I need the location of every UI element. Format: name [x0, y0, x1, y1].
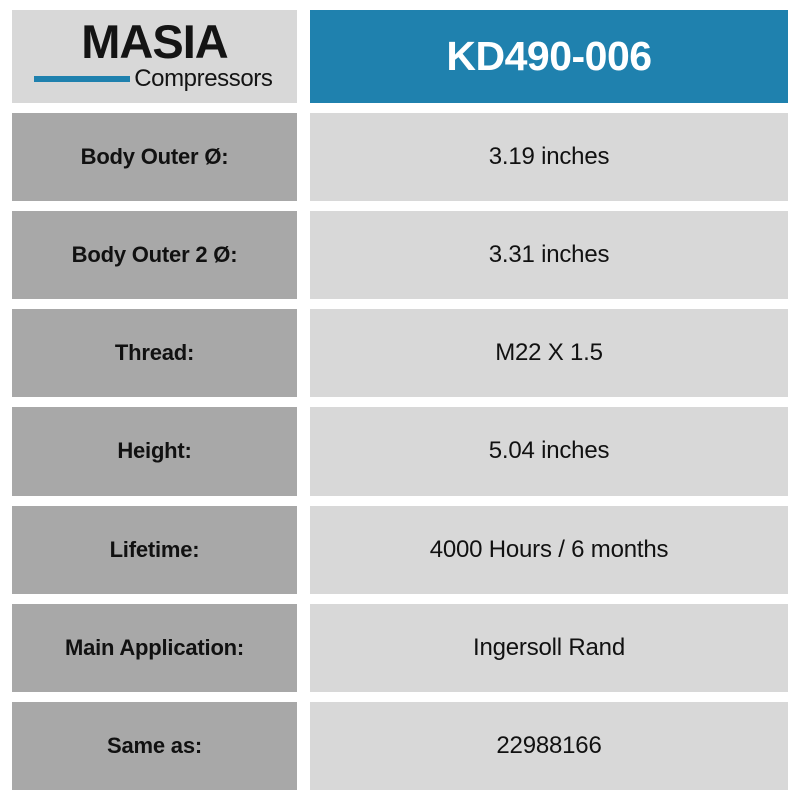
- spec-value-cell: Ingersoll Rand: [310, 603, 788, 692]
- product-code-banner: KD490-006: [310, 10, 788, 103]
- sheet-header: MASIA Compressors KD490-006: [12, 10, 788, 103]
- row-column-gap: [297, 407, 310, 495]
- table-row: Main Application: Ingersoll Rand: [12, 603, 788, 692]
- row-column-gap: [297, 604, 310, 692]
- spec-value: 5.04 inches: [488, 437, 610, 465]
- row-column-gap: [297, 211, 310, 299]
- spec-label-cell: Main Application:: [12, 603, 297, 692]
- header-column-gap: [297, 10, 310, 103]
- row-column-gap: [297, 309, 310, 397]
- spec-label: Height:: [117, 438, 192, 464]
- brand-logo: MASIA Compressors: [12, 10, 297, 103]
- spec-value-cell: 3.31 inches: [310, 211, 788, 300]
- spec-label: Main Application:: [64, 634, 245, 660]
- spec-value: 3.19 inches: [488, 143, 610, 171]
- spec-label-cell: Lifetime:: [12, 505, 297, 594]
- spec-value-cell: 5.04 inches: [310, 407, 788, 496]
- row-gap: [12, 692, 788, 702]
- spec-label: Same as:: [106, 732, 202, 758]
- product-code-text: KD490-006: [446, 33, 652, 79]
- row-column-gap: [297, 702, 310, 790]
- spec-label: Thread:: [114, 340, 195, 366]
- row-gap: [12, 103, 788, 113]
- table-row: Height: 5.04 inches: [12, 407, 788, 496]
- brand-wordmark: MASIA: [81, 15, 228, 69]
- spec-label-cell: Thread:: [12, 309, 297, 398]
- spec-value-cell: 3.19 inches: [310, 113, 788, 202]
- spec-value-cell: M22 X 1.5: [310, 309, 788, 398]
- row-column-gap: [297, 113, 310, 201]
- spec-value: Ingersoll Rand: [473, 633, 625, 661]
- row-gap: [12, 496, 788, 506]
- row-column-gap: [297, 506, 310, 594]
- spec-label-cell: Same as:: [12, 701, 297, 790]
- spec-value-cell: 22988166: [310, 701, 788, 790]
- spec-label: Body Outer Ø:: [80, 144, 229, 170]
- spec-label: Lifetime:: [109, 536, 200, 562]
- spec-value-cell: 4000 Hours / 6 months: [310, 505, 788, 594]
- brand-subtext: Compressors: [134, 64, 273, 92]
- spec-value: M22 X 1.5: [495, 339, 603, 367]
- brand-rule-divider: [34, 75, 131, 82]
- table-row: Lifetime: 4000 Hours / 6 months: [12, 505, 788, 594]
- table-row: Same as: 22988166: [12, 701, 788, 790]
- spec-value: 22988166: [496, 731, 602, 759]
- spec-value: 4000 Hours / 6 months: [429, 535, 669, 563]
- spec-value: 3.31 inches: [488, 241, 610, 269]
- table-row: Body Outer Ø: 3.19 inches: [12, 113, 788, 202]
- row-gap: [12, 397, 788, 407]
- row-gap: [12, 594, 788, 604]
- spec-label-cell: Body Outer 2 Ø:: [12, 211, 297, 300]
- spec-label-cell: Body Outer Ø:: [12, 113, 297, 202]
- spec-label-cell: Height:: [12, 407, 297, 496]
- brand-subline: Compressors: [34, 64, 273, 92]
- table-row: Body Outer 2 Ø: 3.31 inches: [12, 211, 788, 300]
- row-gap: [12, 299, 788, 309]
- spec-label: Body Outer 2 Ø:: [71, 242, 238, 268]
- table-row: Thread: M22 X 1.5: [12, 309, 788, 398]
- row-gap: [12, 201, 788, 211]
